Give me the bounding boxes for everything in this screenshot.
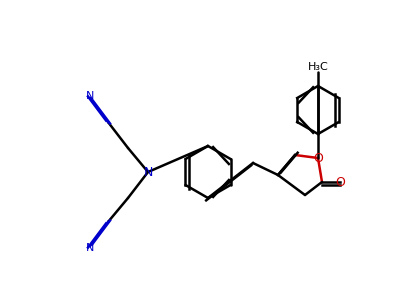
Text: O: O: [335, 176, 345, 188]
Text: H₃C: H₃C: [308, 62, 328, 72]
Text: N: N: [86, 91, 94, 101]
Text: N: N: [86, 243, 94, 253]
Text: O: O: [313, 152, 323, 164]
Text: N: N: [143, 166, 153, 178]
